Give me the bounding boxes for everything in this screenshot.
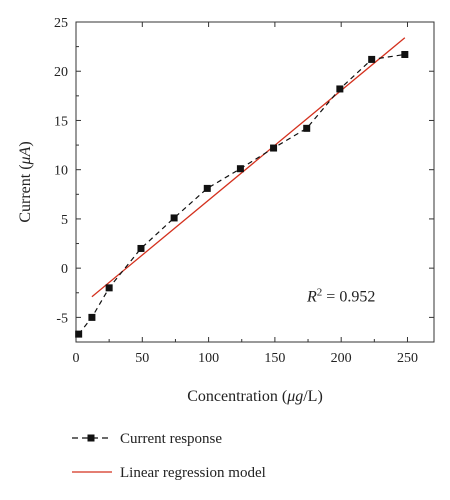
x-axis: 0 50 100 150 200 250 [73, 22, 418, 366]
current-response-point [336, 85, 344, 93]
x-tick-label: 50 [135, 351, 149, 366]
r-squared-annotation: R2 = 0.952 [306, 287, 375, 306]
x-tick-label: 0 [73, 351, 80, 366]
current-response-line [78, 53, 405, 335]
current-response-point [75, 330, 83, 338]
y-tick-label: 5 [61, 213, 68, 228]
current-response-point [203, 184, 211, 192]
legend-item-current-response: Current response [72, 431, 222, 447]
x-axis-title: Concentration (μg/L) [187, 388, 323, 405]
current-response-point [88, 313, 96, 321]
y-tick-label: 20 [54, 65, 68, 80]
current-response-point [368, 55, 376, 63]
x-tick-label: 100 [198, 351, 219, 366]
y-tick-label: 25 [54, 16, 68, 31]
r-value: = 0.952 [322, 289, 375, 306]
regression-line [91, 37, 406, 298]
x-tick-label: 200 [331, 351, 352, 366]
y-tick-label: 15 [54, 114, 68, 129]
current-response-point [303, 124, 311, 132]
x-tick-label: 150 [264, 351, 285, 366]
r-superscript: 2 [317, 287, 323, 299]
x-tick-label: 250 [397, 351, 418, 366]
y-tick-label: -5 [56, 311, 68, 326]
regression-series [91, 37, 406, 298]
y-axis: -5 0 5 10 15 20 25 [54, 16, 434, 326]
legend: Current response Linear regression model [72, 431, 266, 481]
legend-label-linear-regression: Linear regression model [120, 465, 266, 481]
current-response-point [105, 284, 113, 292]
y-tick-label: 10 [54, 164, 68, 179]
legend-label-current-response: Current response [120, 431, 222, 447]
current-response-series [75, 50, 409, 338]
current-response-point [236, 165, 244, 173]
plot-frame [75, 21, 435, 343]
r-symbol: R [306, 289, 317, 306]
current-response-point [170, 214, 178, 222]
legend-square-marker [87, 434, 95, 442]
current-response-point [137, 244, 145, 252]
current-response-point [401, 50, 409, 58]
legend-item-linear-regression: Linear regression model [72, 465, 266, 481]
y-tick-label: 0 [61, 262, 68, 277]
current-response-point [270, 144, 278, 152]
y-axis-title: Current (μA) [17, 141, 34, 222]
